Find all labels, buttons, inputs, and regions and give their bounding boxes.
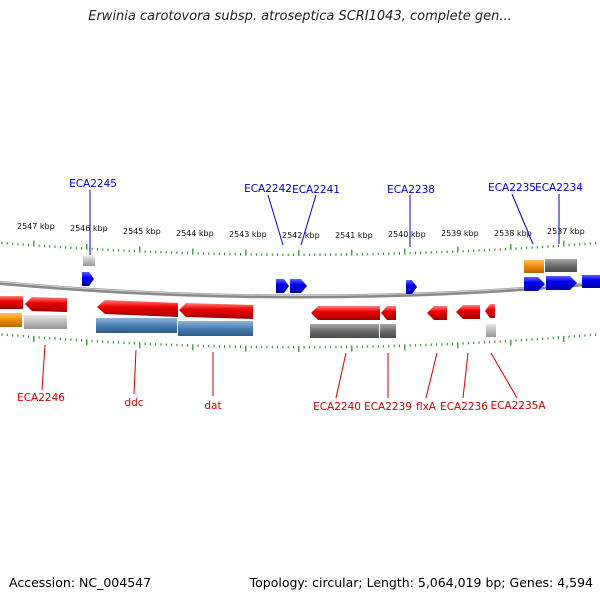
gene-left-orange[interactable] (0, 313, 22, 327)
gene-label-ECA2234[interactable]: ECA2234 (535, 182, 583, 194)
gene-ECA2240-block[interactable] (310, 324, 379, 338)
kbp-label: 2539 kbp (441, 229, 479, 238)
scale-ticks-top (1, 240, 597, 256)
gene-label-flxA[interactable]: flxA (416, 401, 437, 413)
gene-ECA2246-block[interactable] (24, 315, 67, 329)
gene-ECA2245-marker[interactable] (83, 256, 95, 266)
label-leaders (41, 190, 560, 399)
accession-text: Accession: NC_004547 (9, 575, 152, 590)
gene-ddc-block[interactable] (96, 318, 177, 333)
kbp-label: 2537 kbp (547, 227, 585, 236)
gene-ECA2246[interactable] (25, 297, 67, 312)
gene-label-ECA2239[interactable]: ECA2239 (364, 401, 412, 413)
gene-ECA2245[interactable] (82, 272, 94, 286)
gene-dat-block[interactable] (178, 321, 253, 336)
gene-flxA[interactable] (427, 306, 447, 320)
map-title: Erwinia carotovora subsp. atroseptica SC… (88, 9, 512, 24)
gene-ddc[interactable] (97, 300, 178, 317)
gene-label-ECA2245[interactable]: ECA2245 (69, 178, 117, 190)
genome-summary-text: Topology: circular; Length: 5,064,019 bp… (249, 575, 593, 590)
kbp-label: 2544 kbp (176, 229, 214, 238)
gene-label-ECA2235[interactable]: ECA2235 (488, 182, 536, 194)
top-gene-labels: ECA2245 ECA2242 ECA2241 ECA2238 ECA2235 … (69, 178, 583, 196)
bottom-gene-labels: ECA2246 ddc dat ECA2240 ECA2239 flxA ECA… (17, 392, 546, 413)
plus-strand-features (82, 256, 600, 294)
gene-label-ECA2236[interactable]: ECA2236 (440, 401, 488, 413)
gene-ECA2242[interactable] (276, 279, 289, 293)
gene-label-ECA2241[interactable]: ECA2241 (292, 184, 340, 196)
scale-ticks-bottom (1, 333, 597, 352)
gene-ECA2234[interactable] (546, 276, 577, 290)
gene-ECA2238[interactable] (406, 280, 417, 294)
gene-label-ECA2246[interactable]: ECA2246 (17, 392, 65, 404)
gene-ECA2240[interactable] (311, 306, 380, 320)
scale-labels: 2547 kbp 2546 kbp 2545 kbp 2544 kbp 2543… (17, 222, 585, 240)
gene-next[interactable] (582, 275, 600, 288)
gene-label-ECA2240[interactable]: ECA2240 (313, 401, 361, 413)
kbp-label: 2547 kbp (17, 222, 55, 231)
gene-ECA2236[interactable] (456, 305, 480, 319)
gene-ECA2235A-block[interactable] (486, 324, 496, 337)
gene-ECA2241[interactable] (290, 279, 307, 293)
kbp-label: 2540 kbp (388, 230, 426, 239)
gene-label-ECA2242[interactable]: ECA2242 (244, 183, 292, 195)
kbp-label: 2538 kbp (494, 229, 532, 238)
genome-backbone (0, 281, 600, 299)
gene-ECA2235[interactable] (524, 277, 545, 291)
kbp-label: 2545 kbp (123, 227, 161, 236)
kbp-label: 2542 kbp (282, 231, 320, 240)
gene-dat[interactable] (179, 303, 253, 319)
gene-ECA2239[interactable] (381, 306, 396, 320)
minus-strand-features (0, 296, 496, 338)
gene-ECA2234-block[interactable] (545, 259, 577, 272)
gene-label-ECA2238[interactable]: ECA2238 (387, 184, 435, 196)
kbp-label: 2543 kbp (229, 230, 267, 239)
gene-label-dat[interactable]: dat (204, 400, 221, 412)
gene-left-edge[interactable] (0, 296, 23, 309)
kbp-label: 2541 kbp (335, 231, 373, 240)
gene-ECA2235-block[interactable] (524, 260, 544, 273)
gene-ECA2235A[interactable] (485, 304, 495, 318)
gene-label-ddc[interactable]: ddc (124, 397, 143, 409)
gene-label-ECA2235A[interactable]: ECA2235A (490, 400, 546, 412)
kbp-label: 2546 kbp (70, 224, 108, 233)
gene-ECA2239-block[interactable] (380, 324, 396, 338)
